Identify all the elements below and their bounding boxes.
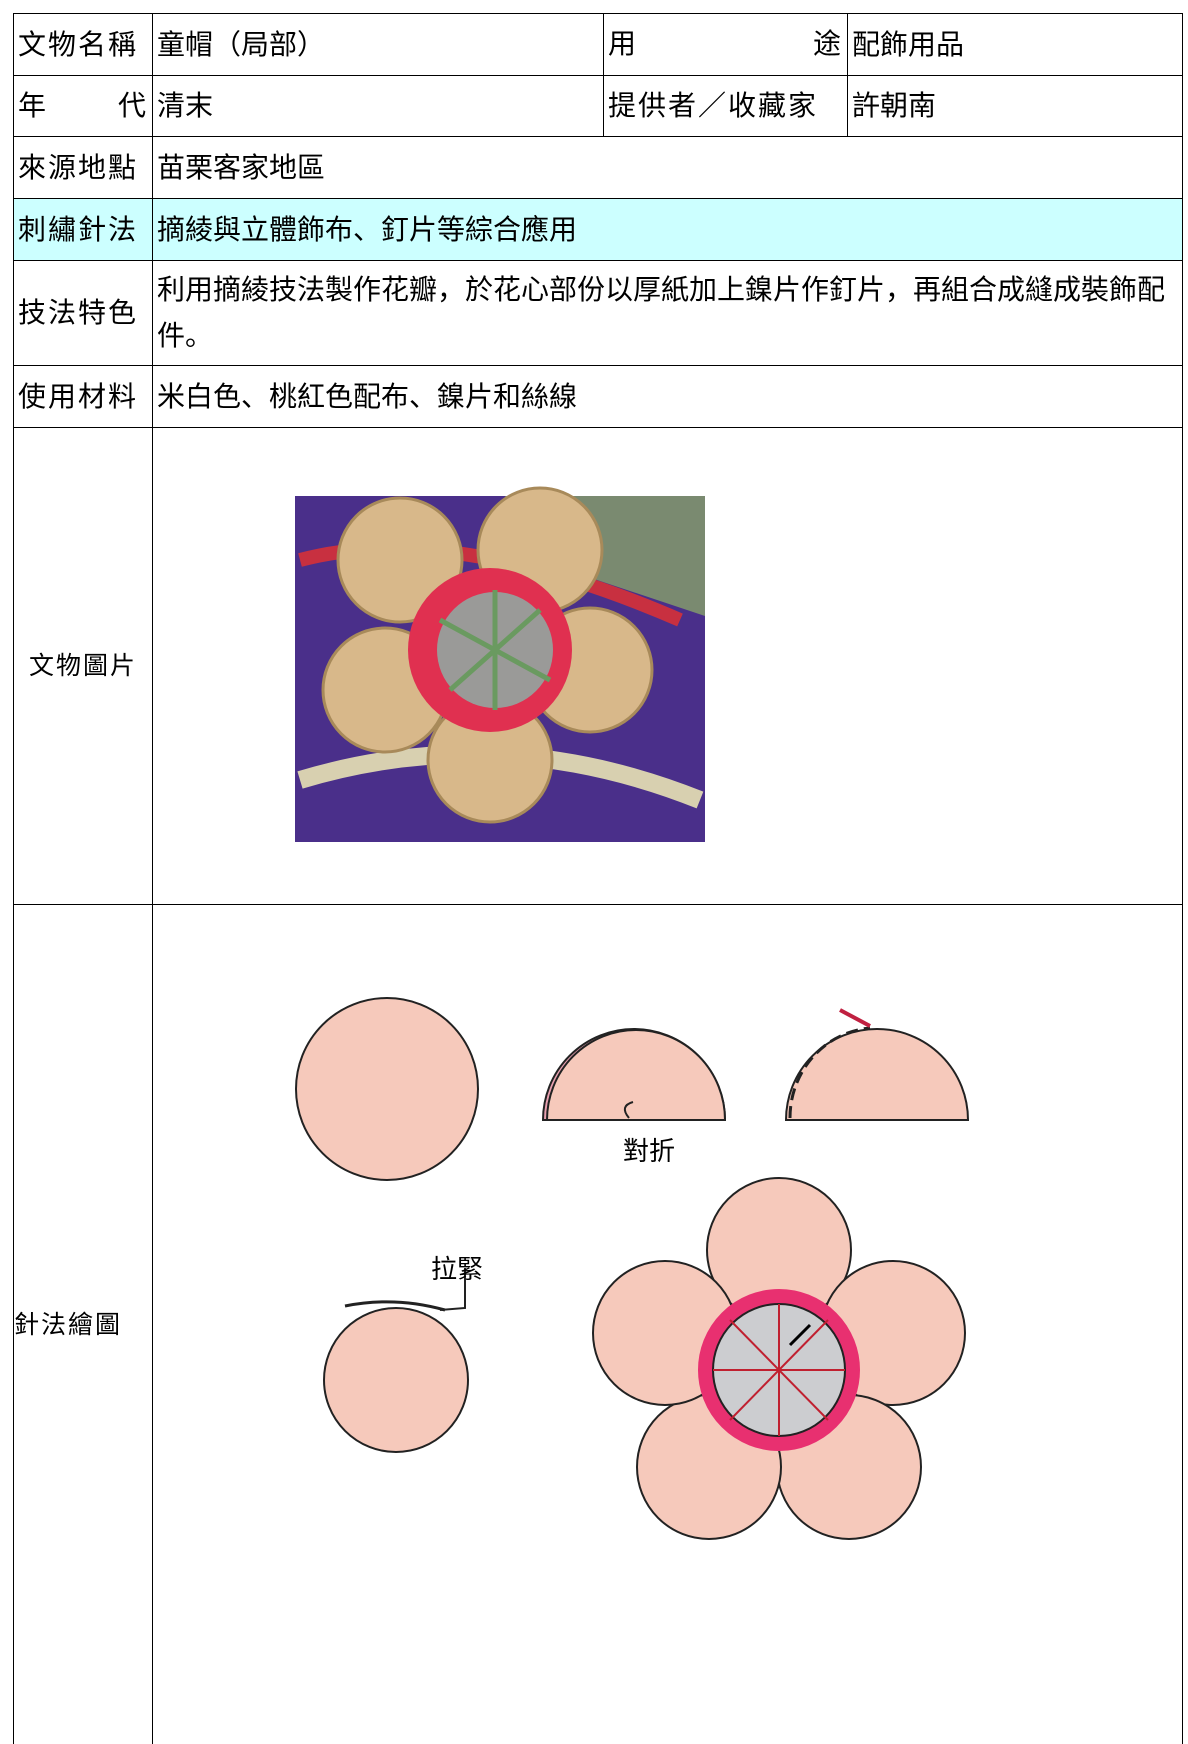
- value: 苗栗客家地區: [152, 136, 1183, 198]
- label: 文物名稱: [13, 13, 152, 75]
- label: 刺繡針法: [13, 198, 152, 260]
- drawing-cell: [152, 904, 1183, 1744]
- value: 清末: [152, 75, 603, 136]
- label: 針法繪圖: [13, 904, 152, 1744]
- diagram-label: 拉緊: [431, 1255, 483, 1285]
- value: 利用摘綾技法製作花瓣，於花心部份以厚紙加上鎳片作釘片，再組合成縫成裝飾配件。: [152, 260, 1183, 365]
- value: 米白色、桃紅色配布、鎳片和絲線: [152, 365, 1183, 427]
- stitch-diagram: [295, 997, 970, 1540]
- artifact-photo: [295, 486, 705, 842]
- label: 來源地點: [13, 136, 152, 198]
- label: 用途: [603, 13, 847, 75]
- label: 提供者／收藏家: [603, 75, 847, 136]
- label: 年代: [13, 75, 152, 136]
- photo-cell: [152, 427, 1183, 904]
- label: 使用材料: [13, 365, 152, 427]
- value: 童帽（局部）: [152, 13, 603, 75]
- diagram-label: 對折: [623, 1137, 675, 1167]
- label: 文物圖片: [13, 427, 152, 904]
- value: 許朝南: [847, 75, 1183, 136]
- label: 技法特色: [13, 260, 152, 365]
- value: 摘綾與立體飾布、釘片等綜合應用: [152, 198, 1183, 260]
- value: 配飾用品: [847, 13, 1183, 75]
